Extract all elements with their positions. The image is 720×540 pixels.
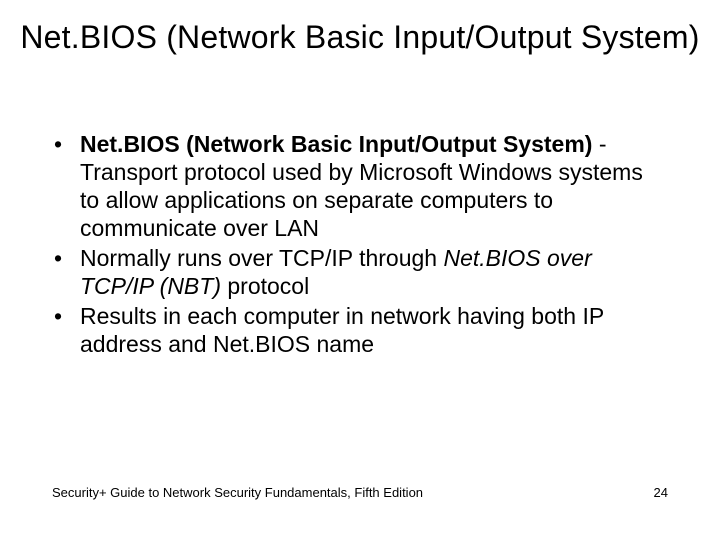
slide-body: Net.BIOS (Network Basic Input/Output Sys…	[52, 130, 668, 360]
footer-text: Security+ Guide to Network Security Fund…	[52, 485, 423, 500]
list-item: Net.BIOS (Network Basic Input/Output Sys…	[52, 130, 668, 242]
slide: Net.BIOS (Network Basic Input/Output Sys…	[0, 0, 720, 540]
slide-title: Net.BIOS (Network Basic Input/Output Sys…	[0, 18, 720, 56]
bullet-text: protocol	[221, 273, 309, 299]
page-number: 24	[654, 485, 668, 500]
bullet-text: Results in each computer in network havi…	[80, 303, 604, 357]
bullet-bold-term: Net.BIOS (Network Basic Input/Output Sys…	[80, 131, 592, 157]
list-item: Results in each computer in network havi…	[52, 302, 668, 358]
list-item: Normally runs over TCP/IP through Net.BI…	[52, 244, 668, 300]
bullet-list: Net.BIOS (Network Basic Input/Output Sys…	[52, 130, 668, 358]
bullet-text: Normally runs over TCP/IP through	[80, 245, 443, 271]
